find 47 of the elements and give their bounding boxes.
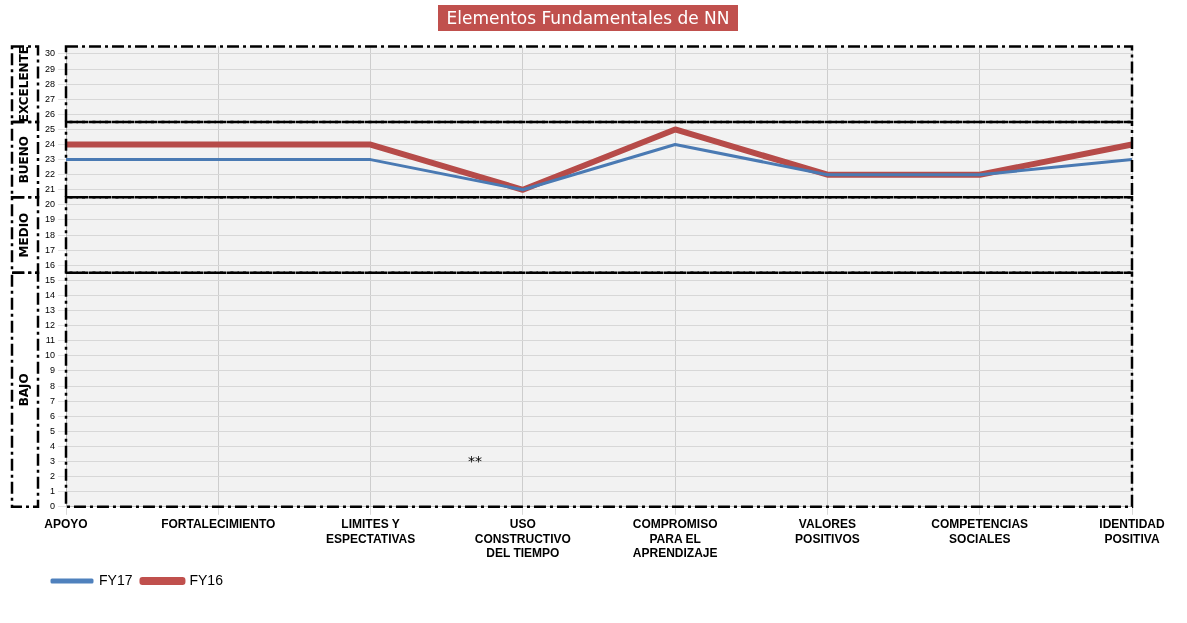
y-tick-label: 19 [45, 214, 56, 225]
x-tick-label: COMPROMISO PARA EL APRENDIZAJE [632, 517, 718, 561]
band-label: MEDIO [17, 212, 32, 258]
y-tick-label: 13 [45, 305, 56, 316]
y-tick-label: 5 [50, 425, 56, 436]
legend-label: FY17 [99, 571, 133, 588]
y-tick-label: 30 [45, 48, 56, 59]
y-tick-label: 2 [50, 471, 56, 482]
annotation: ** [468, 453, 482, 469]
x-tick-label: IDENTIDAD POSITIVA [1099, 517, 1165, 546]
y-tick-label: 22 [45, 169, 56, 180]
y-tick-label: 14 [45, 289, 56, 300]
y-tick-label: 28 [45, 78, 56, 89]
y-tick-label: 21 [45, 184, 56, 195]
x-tick-label: FORTALECIMIENTO [161, 517, 276, 532]
chart-title: Elementos Fundamentales de NN [438, 5, 738, 31]
x-tick-label: COMPETENCIAS SOCIALES [931, 517, 1029, 546]
y-tick-label: 18 [45, 229, 56, 240]
x-tick-label: LIMITES Y ESPECTATIVAS [325, 517, 416, 546]
y-tick-label: 10 [45, 350, 56, 361]
y-tick-label: 24 [45, 139, 56, 149]
y-tick-label: 12 [45, 320, 56, 331]
y-tick-label: 7 [50, 395, 56, 406]
y-tick-label: 1 [50, 486, 56, 497]
y-tick-label: 26 [45, 108, 56, 119]
y-tick-label: 20 [45, 199, 56, 210]
band-label: BAJO [17, 373, 32, 407]
y-tick-label: 25 [45, 123, 56, 134]
y-tick-label: 3 [50, 456, 56, 466]
y-tick-label: 17 [45, 244, 56, 255]
band-label: BUENO [17, 135, 32, 184]
x-tick-label: VALORES POSITIVOS [795, 517, 860, 546]
y-tick-label: 29 [45, 63, 56, 74]
y-tick-label: 16 [45, 259, 56, 270]
y-tick-label: 15 [45, 274, 56, 285]
y-tick-label: 8 [50, 380, 56, 391]
x-tick-label: USO CONSTRUCTIVO DEL TIEMPO [474, 517, 571, 561]
y-tick-label: 11 [45, 335, 56, 346]
y-tick-label: 9 [50, 365, 56, 376]
band-label: EXCELENTE [17, 45, 32, 123]
y-tick-label: 27 [45, 93, 56, 104]
x-tick-label: APOYO [44, 517, 88, 532]
y-tick-label: 23 [45, 154, 56, 165]
legend-label: FY16 [189, 571, 224, 588]
y-tick-label: 4 [50, 440, 56, 451]
y-tick-label: 0 [50, 501, 56, 512]
y-tick-label: 6 [50, 410, 56, 421]
